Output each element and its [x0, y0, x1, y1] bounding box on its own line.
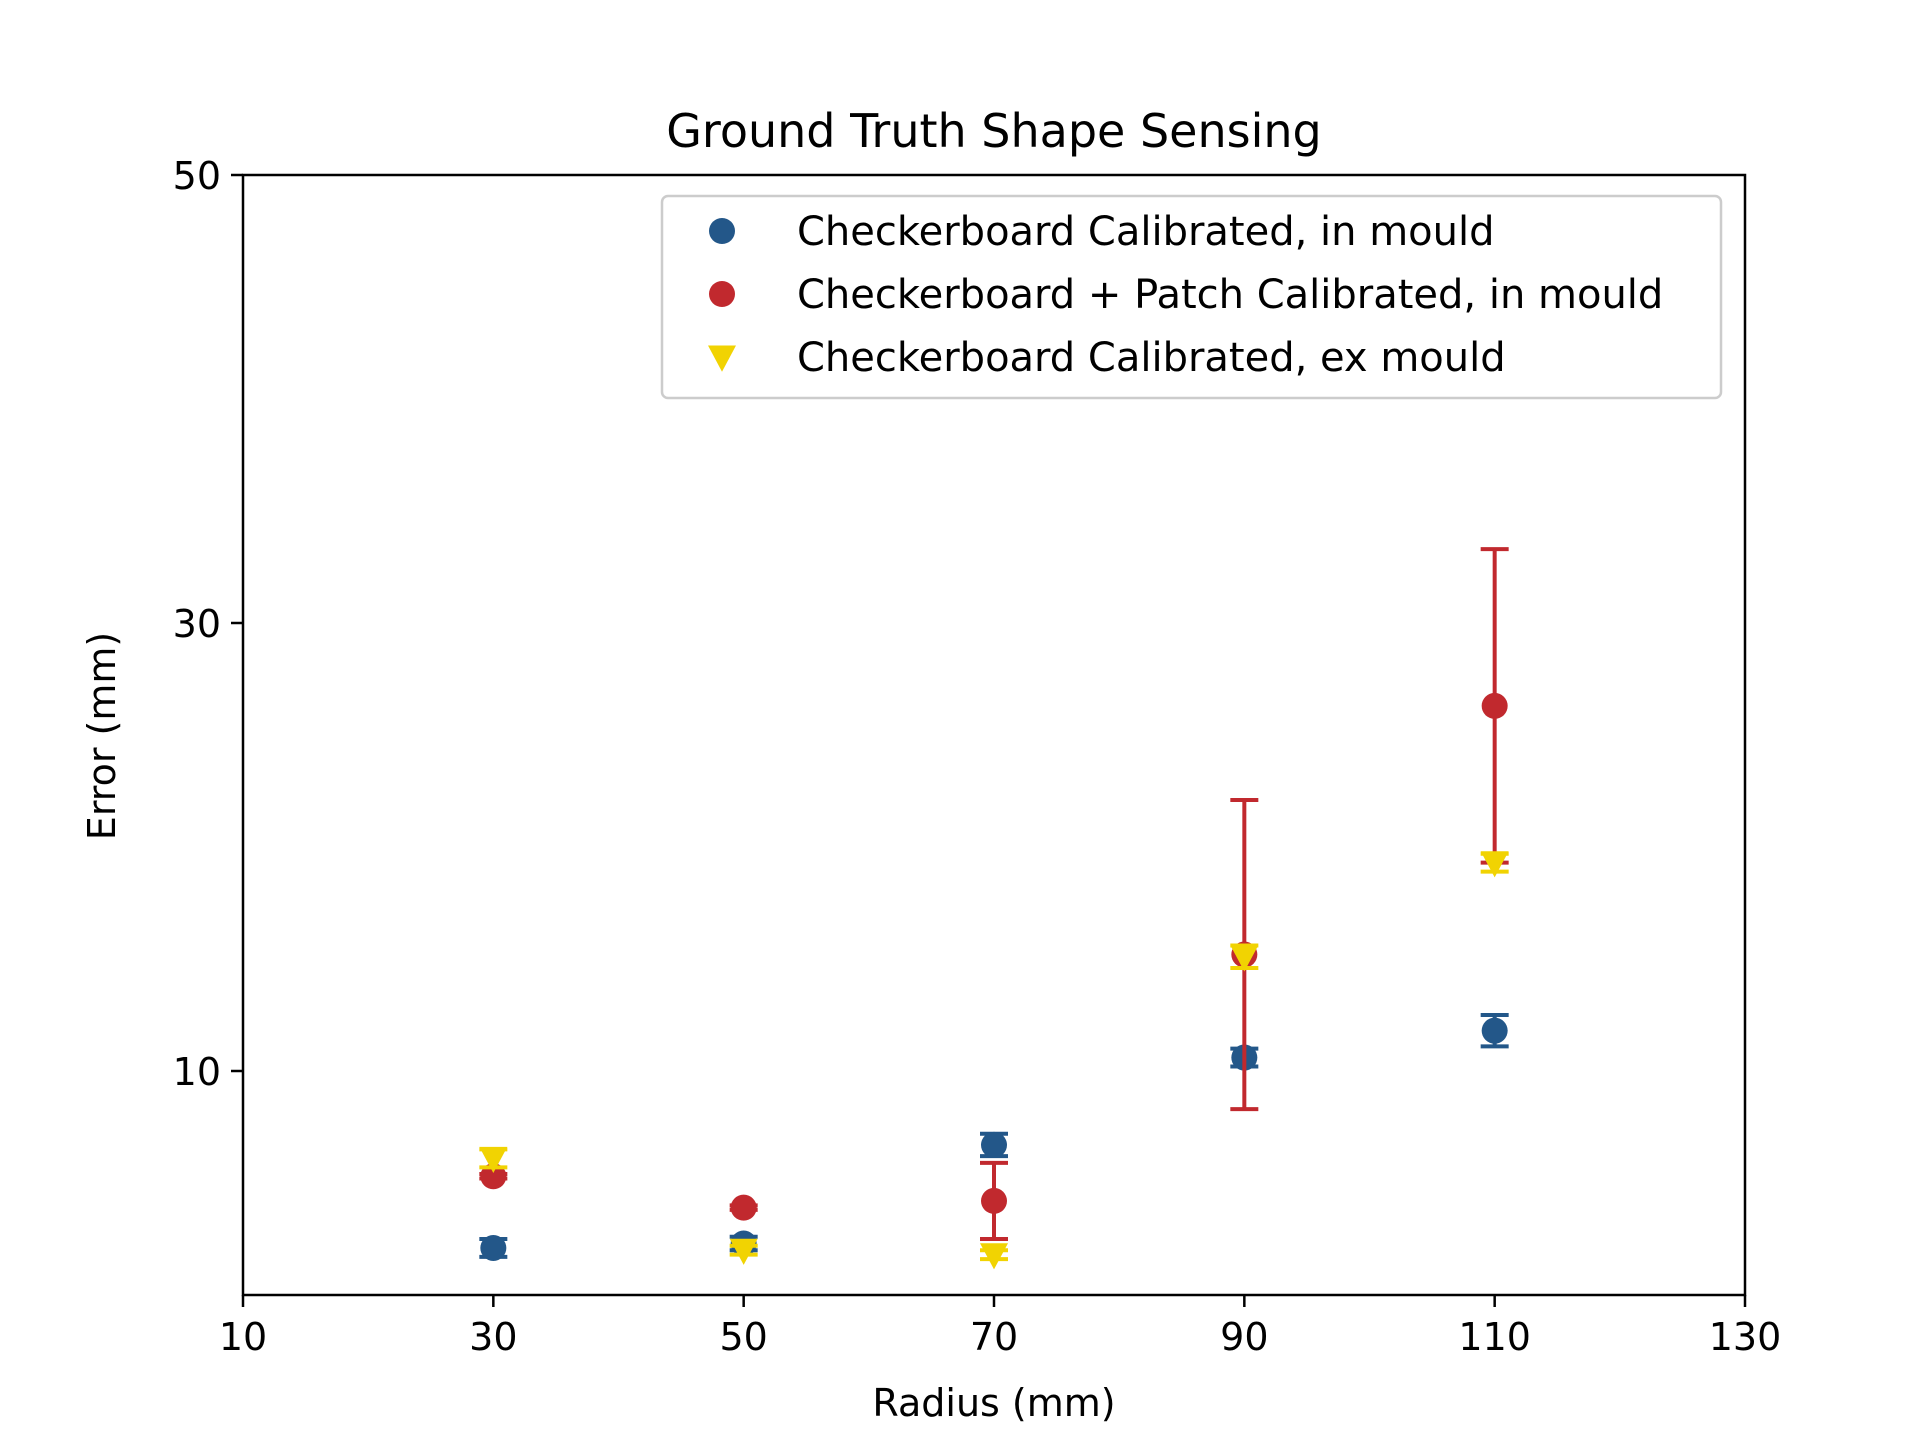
data-point [980, 1243, 1008, 1270]
y-tick-label: 30 [173, 602, 221, 646]
chart-title: Ground Truth Shape Sensing [666, 104, 1321, 158]
data-point [1481, 1017, 1508, 1044]
data-point [480, 1234, 507, 1261]
data-point [480, 1163, 507, 1190]
x-axis-label: Radius (mm) [872, 1381, 1115, 1425]
series-3 [479, 851, 1509, 1270]
data-point [479, 1146, 508, 1174]
x-tick-label: 30 [469, 1315, 517, 1359]
y-tick-label: 50 [173, 154, 221, 198]
data-point [981, 1131, 1007, 1158]
legend-marker [708, 345, 736, 372]
data-point [730, 1194, 757, 1221]
legend-box [660, 194, 1723, 400]
legend-marker [709, 218, 735, 244]
x-tick-label: 130 [1709, 1315, 1782, 1359]
axes: 10 30 50 70 90 110 130 10 30 50 [173, 154, 1782, 1359]
legend: Checkerboard Calibrated, in mould Checker… [660, 194, 1723, 400]
y-axis-label: Error (mm) [80, 632, 124, 840]
data-point [729, 1238, 758, 1265]
x-tick-label: 90 [1220, 1315, 1268, 1359]
x-tick-label: 50 [719, 1315, 767, 1359]
x-tick-label: 10 [219, 1315, 267, 1359]
x-tick-label: 110 [1458, 1315, 1531, 1359]
legend-label: Checkerboard Calibrated, in mould [797, 209, 1495, 255]
legend-marker [709, 281, 735, 307]
data-point [1480, 851, 1509, 878]
x-tick-label: 70 [970, 1315, 1018, 1359]
data-point [1481, 692, 1508, 719]
data-marks [479, 547, 1509, 1270]
legend-label: Checkerboard Calibrated, ex mould [797, 335, 1506, 381]
legend-label: Checkerboard + Patch Calibrated, in moul… [797, 272, 1663, 318]
data-point [981, 1187, 1007, 1214]
data-point [1230, 945, 1259, 972]
y-tick-label: 10 [173, 1050, 221, 1094]
